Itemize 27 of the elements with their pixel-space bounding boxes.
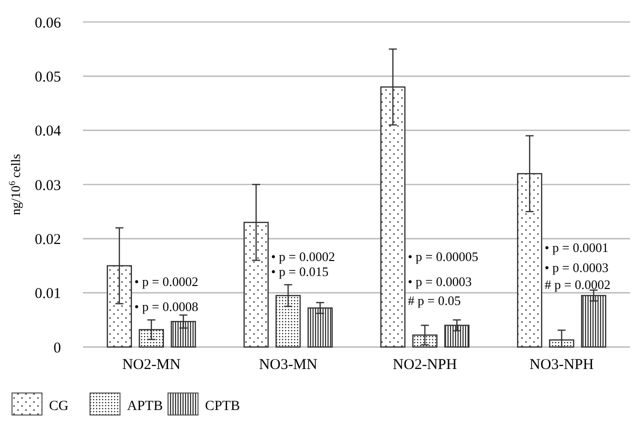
annotation: • p = 0.015: [271, 264, 329, 279]
annotation: • p = 0.0001: [544, 240, 609, 255]
annotation: # p = 0.05: [408, 293, 461, 308]
bar: [581, 294, 606, 348]
annotation: • p = 0.0008: [134, 299, 198, 314]
annotation: # p = 0.0002: [544, 277, 610, 292]
x-tick-label: NO3-NPH: [530, 357, 594, 373]
legend-label: CG: [49, 399, 68, 414]
y-tick-label: 0.04: [34, 124, 62, 140]
x-tick-label: NO2-MN: [122, 357, 181, 373]
annotation: • p = 0.0002: [134, 274, 198, 289]
legend-label: APTB: [127, 399, 163, 414]
bar: [444, 324, 470, 348]
y-tick-label: 0.02: [34, 232, 61, 248]
y-tick-label: 0.01: [34, 286, 61, 302]
x-tick-label: NO2-NPH: [392, 357, 458, 373]
bar: [308, 307, 333, 348]
annotation: • p = 0.00005: [408, 249, 478, 264]
annotation: • p = 0.0002: [271, 249, 336, 264]
y-tick-label: 0: [54, 340, 61, 356]
annotation: • p = 0.0003: [544, 260, 609, 275]
y-tick-label: 0.06: [34, 15, 62, 32]
x-tick-label: NO3-MN: [258, 357, 318, 373]
y-tick-label: 0.03: [34, 178, 61, 194]
y-tick-label: 0.05: [34, 69, 61, 86]
legend-label: CPTB: [205, 399, 240, 414]
annotation: • p = 0.0003: [408, 274, 472, 289]
